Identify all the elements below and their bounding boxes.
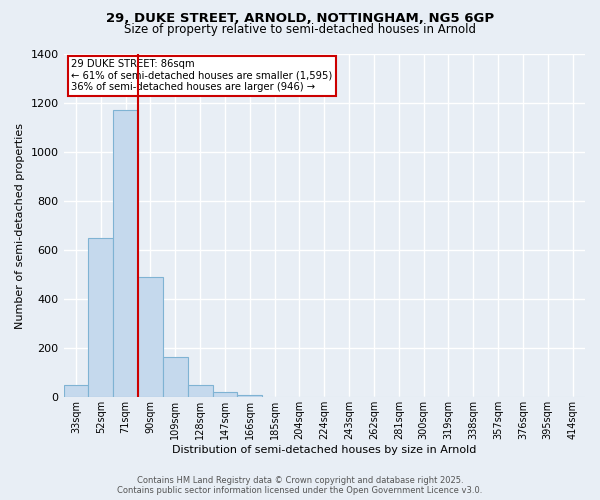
- Bar: [238, 395, 262, 398]
- Text: 29, DUKE STREET, ARNOLD, NOTTINGHAM, NG5 6GP: 29, DUKE STREET, ARNOLD, NOTTINGHAM, NG5…: [106, 12, 494, 26]
- Y-axis label: Number of semi-detached properties: Number of semi-detached properties: [15, 122, 25, 328]
- Text: Size of property relative to semi-detached houses in Arnold: Size of property relative to semi-detach…: [124, 22, 476, 36]
- Bar: [138, 277, 163, 398]
- Bar: [88, 238, 113, 398]
- X-axis label: Distribution of semi-detached houses by size in Arnold: Distribution of semi-detached houses by …: [172, 445, 476, 455]
- Bar: [212, 392, 238, 398]
- Bar: [113, 110, 138, 398]
- Bar: [64, 385, 88, 398]
- Bar: [188, 385, 212, 398]
- Text: 29 DUKE STREET: 86sqm
← 61% of semi-detached houses are smaller (1,595)
36% of s: 29 DUKE STREET: 86sqm ← 61% of semi-deta…: [71, 59, 332, 92]
- Text: Contains HM Land Registry data © Crown copyright and database right 2025.
Contai: Contains HM Land Registry data © Crown c…: [118, 476, 482, 495]
- Bar: [163, 357, 188, 398]
